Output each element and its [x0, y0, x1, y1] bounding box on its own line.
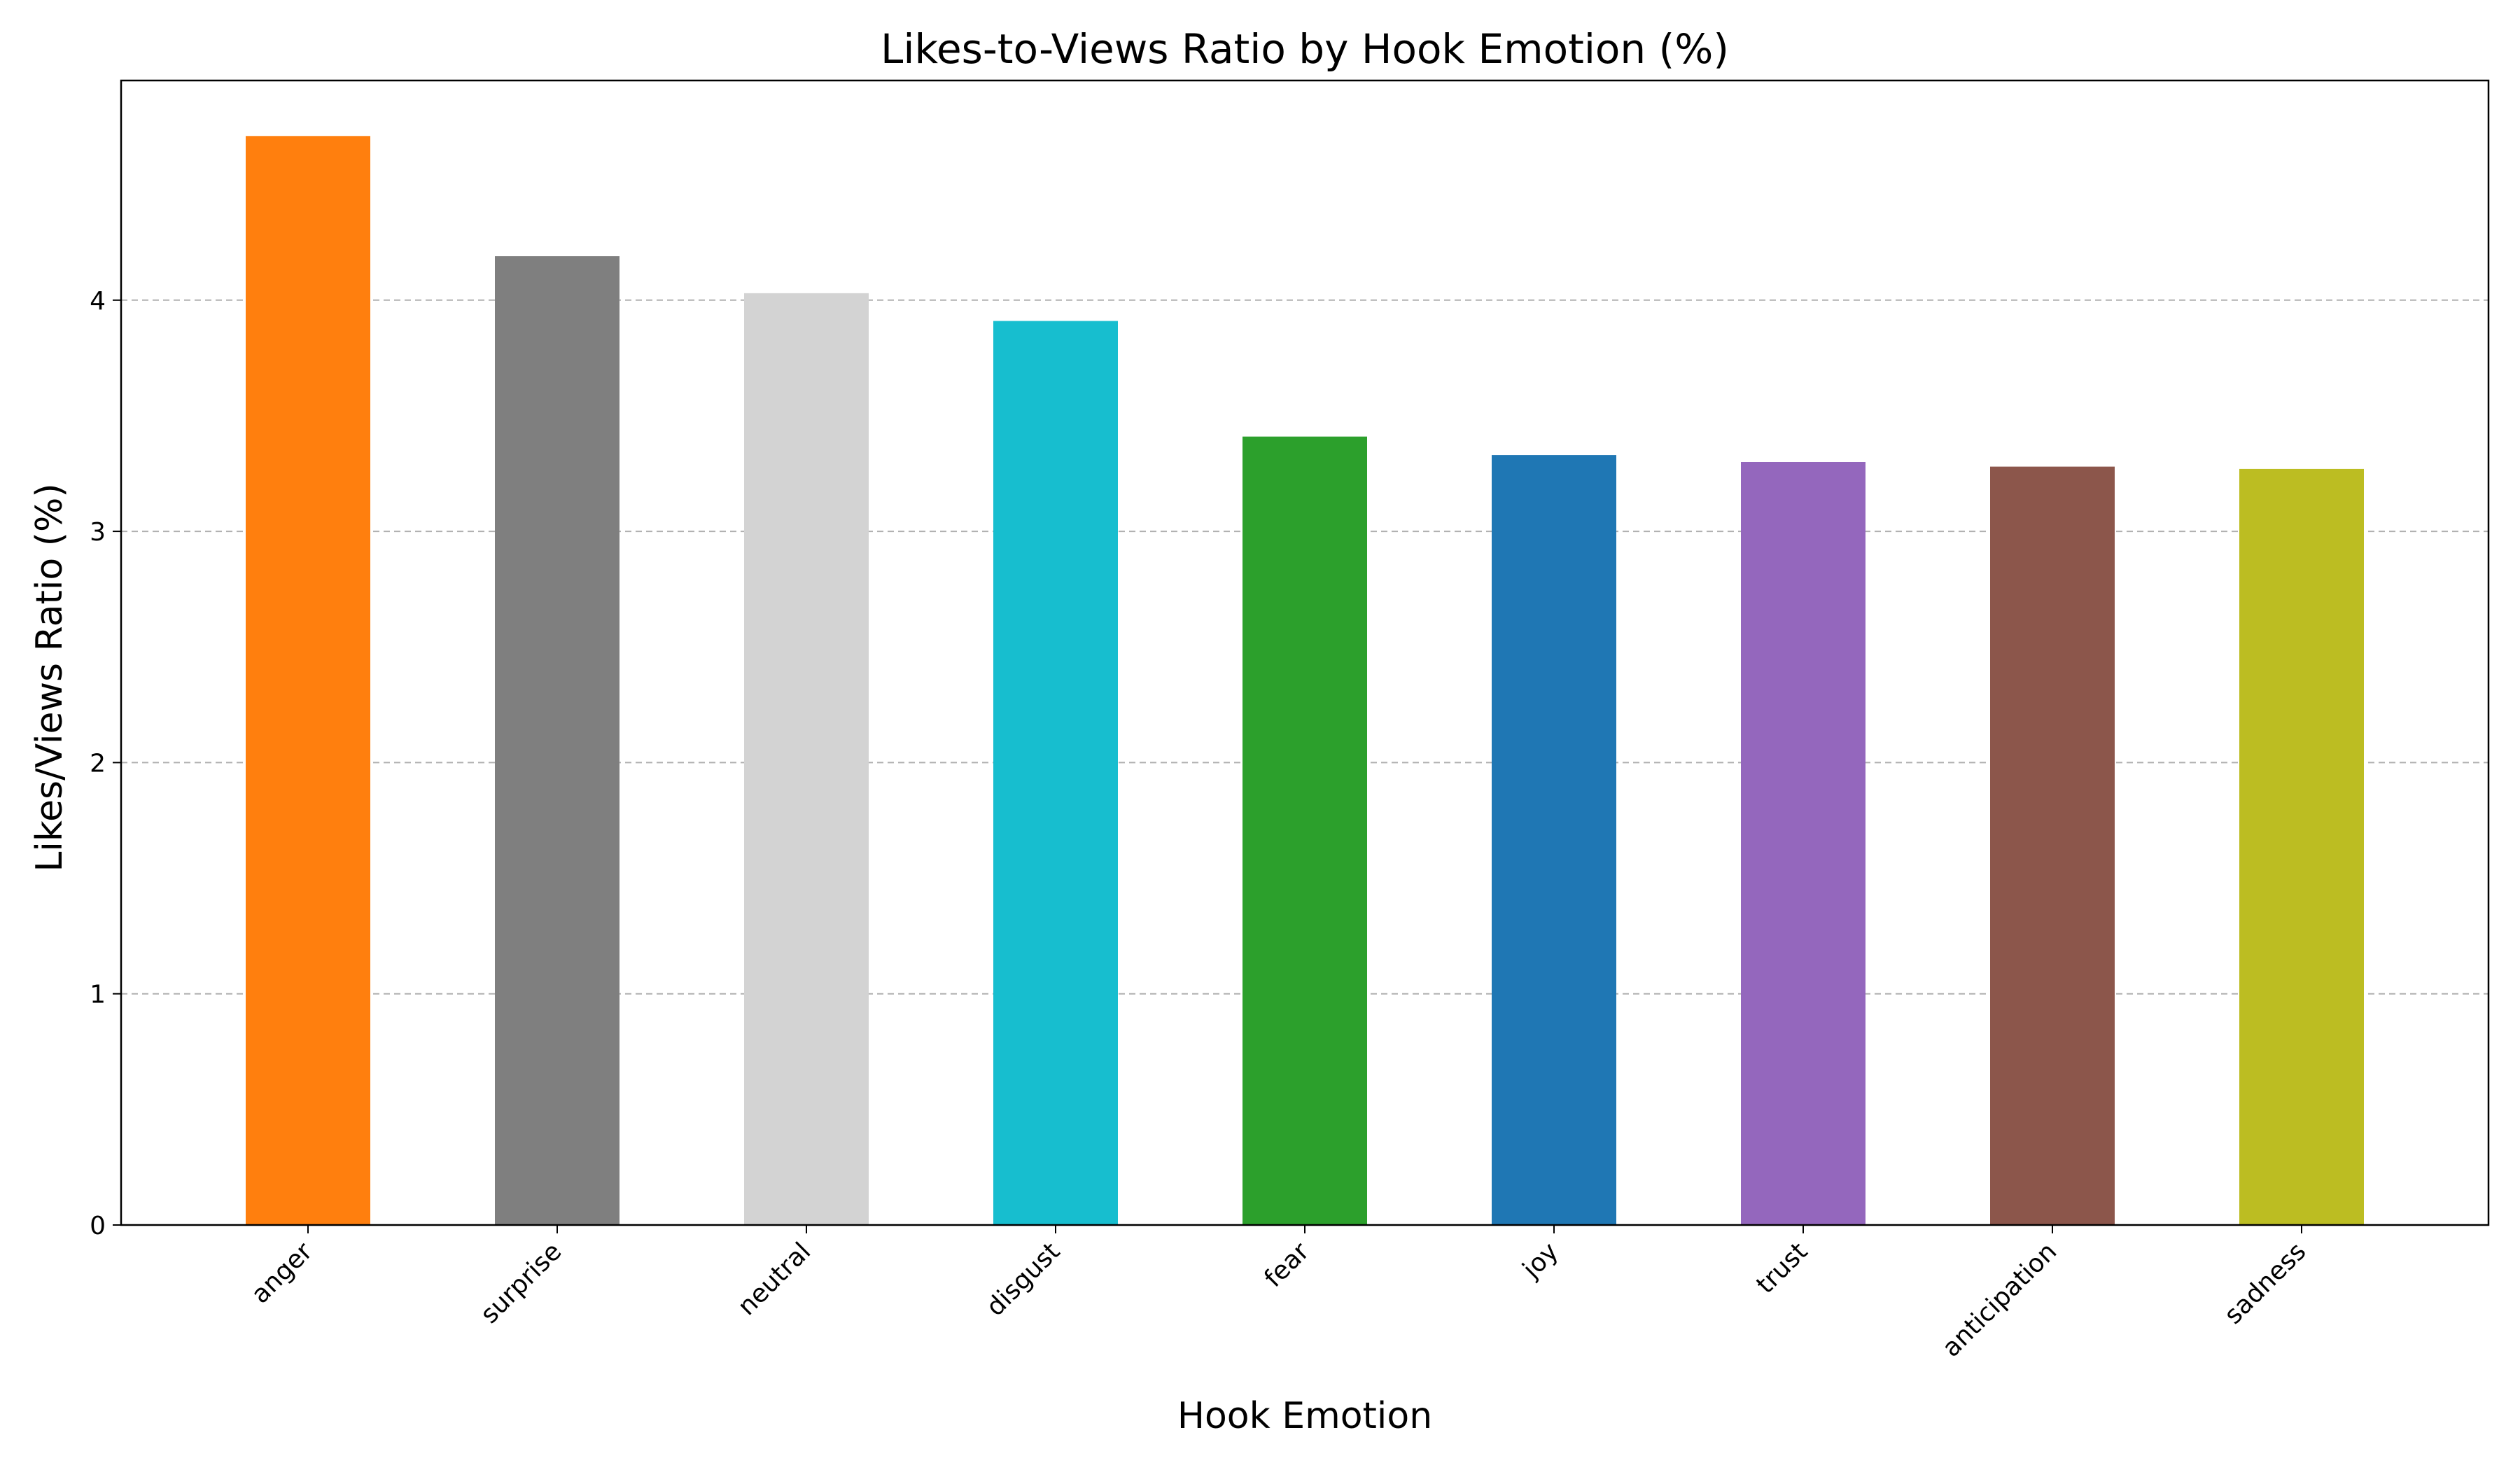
y-tick-label: 2 [90, 749, 106, 778]
x-tick-label: anticipation [1937, 1237, 2062, 1362]
bar-joy [1492, 455, 1616, 1226]
x-tick-label: fear [1259, 1237, 1315, 1293]
bars [246, 136, 2364, 1226]
bar-anticipation [1990, 466, 2115, 1225]
bar-surprise [495, 256, 620, 1226]
bar-disgust [993, 321, 1118, 1225]
x-tick-label: disgust [981, 1237, 1065, 1322]
bar-fear [1242, 436, 1367, 1225]
bar-sadness [2239, 468, 2364, 1225]
y-tick-label: 3 [90, 518, 106, 547]
y-tick-label: 0 [90, 1212, 106, 1240]
y-tick-label: 1 [90, 981, 106, 1009]
x-axis: anger surprise neutral disgust fear joy trust a… [246, 1225, 2311, 1363]
x-tick-label: sadness [2219, 1237, 2311, 1329]
x-tick-label: trust [1751, 1237, 1814, 1299]
x-tick-label: neutral [732, 1237, 816, 1321]
x-tick-label: surprise [475, 1237, 567, 1329]
chart-title: Likes-to-Views Ratio by Hook Emotion (%) [881, 25, 1729, 73]
y-axis: 0 1 2 3 4 [90, 287, 121, 1240]
x-tick-label: anger [246, 1237, 318, 1309]
x-tick-label: joy [1517, 1237, 1564, 1284]
bar-neutral [744, 293, 869, 1225]
y-tick-label: 4 [90, 287, 106, 316]
bar-anger [246, 136, 370, 1226]
bar-trust [1741, 462, 1865, 1225]
x-axis-label: Hook Emotion [1177, 1395, 1432, 1437]
y-axis-label: Likes/Views Ratio (%) [29, 483, 71, 872]
